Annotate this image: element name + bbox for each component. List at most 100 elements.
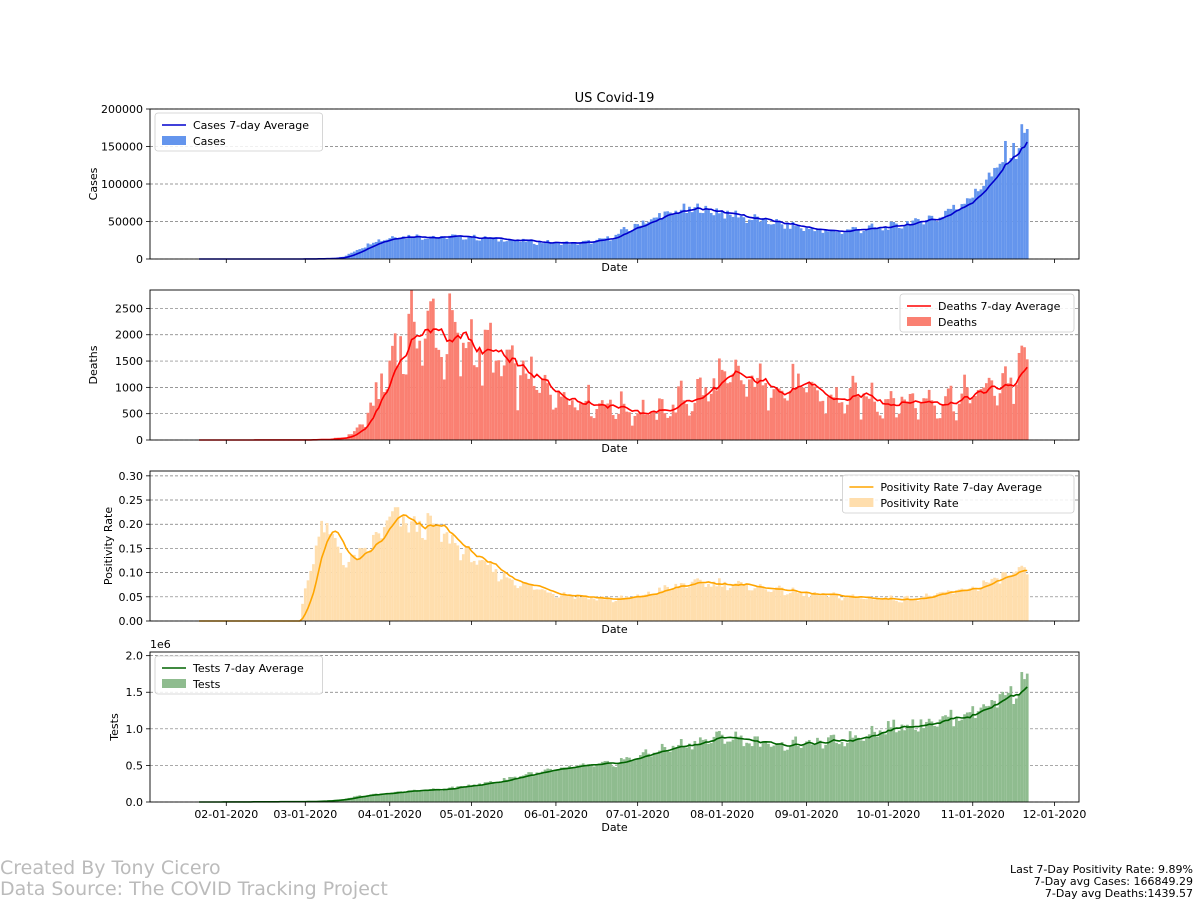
daily-bar (734, 583, 738, 621)
daily-bar (794, 389, 798, 440)
daily-bar (404, 238, 408, 259)
daily-bar (663, 211, 667, 259)
daily-bar (644, 223, 648, 259)
daily-bar (704, 387, 708, 440)
daily-bar (426, 238, 430, 259)
daily-bar (500, 376, 503, 440)
daily-bar (562, 242, 566, 259)
daily-bar (412, 321, 416, 440)
daily-bar (731, 373, 735, 440)
daily-bar (1023, 347, 1026, 440)
daily-bar (581, 595, 585, 621)
daily-bar (576, 244, 580, 259)
daily-bar (854, 597, 857, 621)
daily-bar (990, 700, 994, 802)
daily-bar (472, 560, 476, 621)
daily-bar (750, 746, 754, 802)
daily-bar (767, 410, 770, 440)
daily-bar (641, 220, 645, 259)
daily-bar (775, 743, 778, 802)
daily-bar (538, 392, 541, 440)
daily-bar (668, 416, 672, 440)
daily-bar (995, 707, 999, 802)
daily-bar (903, 596, 907, 621)
daily-bar (510, 239, 514, 259)
daily-bar (486, 238, 490, 259)
daily-bar (595, 764, 599, 802)
daily-bar (410, 521, 413, 621)
daily-bar (459, 235, 462, 259)
y-tick-label: 0.5 (126, 759, 144, 772)
daily-bar (372, 534, 375, 621)
daily-bar (840, 741, 844, 802)
daily-bar (421, 537, 424, 621)
daily-bar (584, 765, 588, 802)
daily-bar (685, 404, 689, 440)
daily-bar (952, 593, 956, 621)
daily-bar (630, 425, 634, 440)
daily-bar (818, 401, 822, 440)
daily-bar (677, 586, 680, 621)
daily-bar (617, 597, 620, 621)
daily-bar (361, 548, 364, 621)
daily-bar (829, 229, 833, 259)
daily-bar (682, 203, 686, 259)
daily-bar (483, 236, 487, 259)
daily-bar (437, 349, 441, 440)
stat-cases: 7-Day avg Cases: 166849.29 (1033, 875, 1193, 888)
daily-bar (377, 794, 381, 802)
daily-bar (442, 379, 446, 440)
daily-bar (993, 577, 996, 621)
daily-bar (805, 392, 808, 440)
daily-bar (938, 217, 942, 259)
daily-bar (870, 382, 874, 440)
daily-bar (639, 412, 642, 440)
y-tick-label: 200000 (101, 103, 143, 116)
daily-bar (527, 584, 531, 621)
daily-bar (440, 541, 443, 621)
daily-bar (848, 388, 852, 440)
y-tick-label: 500 (122, 408, 143, 421)
daily-bar (562, 392, 566, 440)
daily-bar (805, 227, 808, 259)
daily-bar (391, 236, 394, 259)
daily-bar (658, 398, 661, 440)
daily-bar (1001, 691, 1005, 802)
daily-bar (535, 589, 539, 621)
daily-bar (949, 591, 953, 621)
daily-bar (682, 400, 686, 440)
daily-bar (821, 748, 825, 802)
daily-bar (955, 717, 958, 802)
daily-bar (584, 595, 588, 621)
daily-bar (816, 594, 819, 621)
daily-bar (843, 746, 847, 802)
daily-bar (704, 739, 708, 802)
daily-bar (873, 731, 877, 802)
daily-bar (818, 228, 822, 259)
daily-bar (756, 377, 759, 440)
daily-bar (630, 760, 634, 802)
daily-bar (464, 239, 468, 259)
daily-bar (497, 581, 501, 621)
y-tick-label: 0.05 (119, 591, 144, 604)
daily-bar (592, 598, 596, 621)
daily-bar (944, 210, 947, 259)
daily-bar (565, 767, 569, 802)
daily-bar (617, 762, 620, 802)
daily-bar (587, 599, 590, 621)
y-tick-label: 2500 (115, 302, 143, 315)
daily-bar (810, 227, 814, 259)
daily-bar (630, 598, 634, 621)
daily-bar (402, 374, 405, 440)
daily-bar (707, 743, 710, 802)
daily-bar (769, 592, 773, 621)
daily-bar (483, 560, 487, 621)
daily-bar (985, 383, 988, 440)
y-tick-label: 0.10 (119, 567, 144, 580)
daily-bar (461, 342, 465, 440)
daily-bar (985, 179, 988, 259)
daily-bar (325, 523, 329, 621)
daily-bar (968, 712, 972, 802)
daily-bar (1014, 698, 1018, 802)
daily-bar (451, 534, 454, 621)
